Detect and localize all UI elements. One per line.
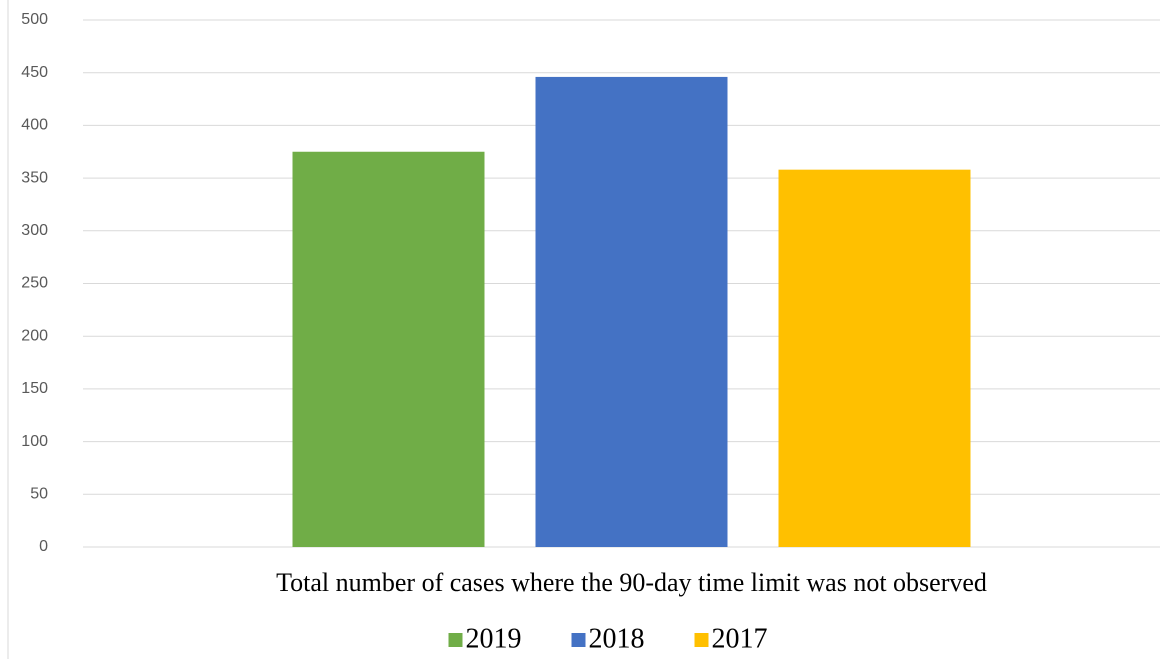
x-tick-label: Total number of cases where the 90-day t…: [276, 568, 987, 597]
legend-swatch: [694, 633, 709, 647]
bar: [292, 151, 485, 547]
y-tick-label: 100: [21, 433, 48, 450]
y-tick-label: 300: [21, 222, 48, 239]
bar: [778, 169, 971, 547]
bar: [535, 76, 728, 547]
y-tick-label: 250: [21, 275, 48, 292]
y-tick-label: 400: [21, 117, 48, 134]
y-tick-label: 150: [21, 380, 48, 397]
legend-swatch: [448, 633, 463, 647]
legend-swatch: [571, 633, 586, 647]
legend-label: 2017: [712, 623, 768, 654]
y-tick-label: 0: [39, 538, 48, 555]
legend-label: 2019: [466, 623, 522, 654]
y-tick-label: 450: [21, 64, 48, 81]
y-tick-label: 350: [21, 169, 48, 186]
y-tick-label: 50: [30, 486, 48, 503]
y-tick-label: 200: [21, 327, 48, 344]
y-tick-label: 500: [21, 11, 48, 28]
legend-label: 2018: [589, 623, 645, 654]
